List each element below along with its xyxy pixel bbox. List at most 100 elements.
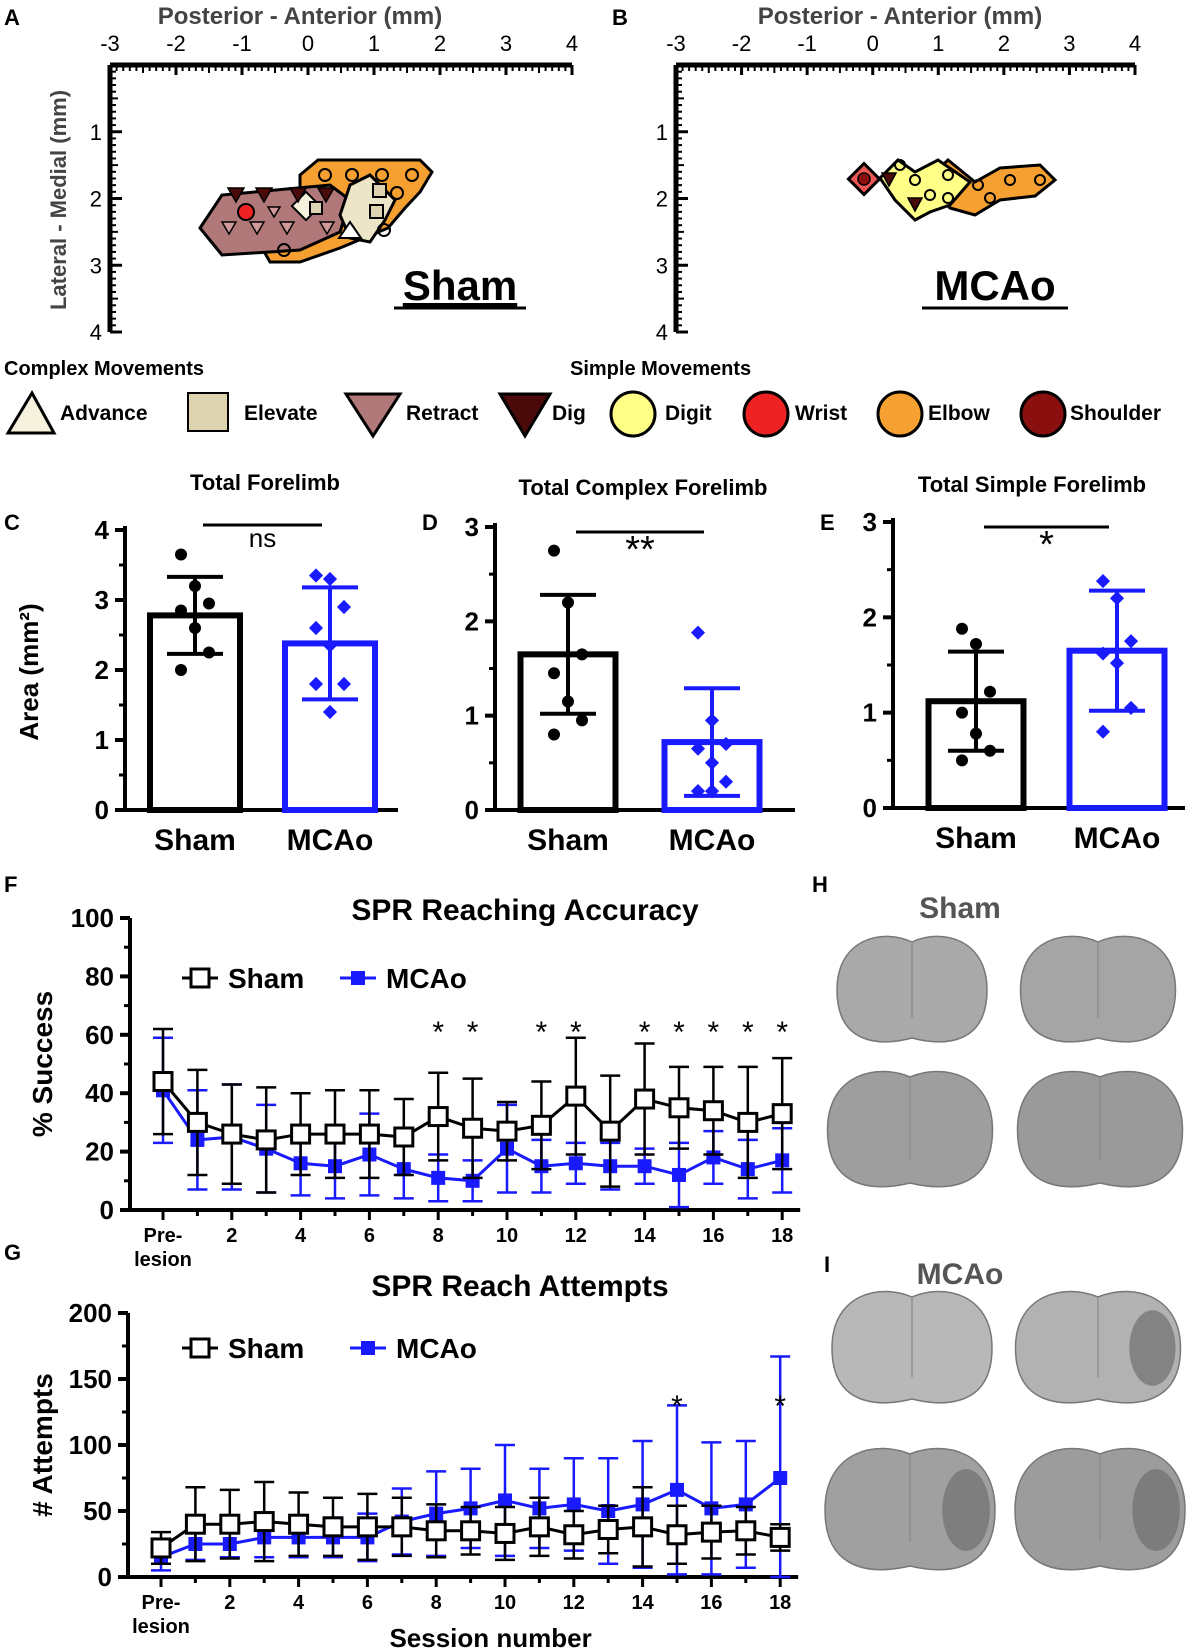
map-y-tick-label: 3	[90, 253, 102, 278]
digit-site	[924, 189, 936, 201]
significance-star: *	[671, 1390, 683, 1423]
map-y-tick-label: 3	[656, 253, 668, 278]
line-chart-xlabel: Session number	[389, 1623, 591, 1649]
legend-digit: Digit	[665, 402, 712, 425]
elbow-site	[318, 168, 332, 182]
point-sham	[255, 1129, 277, 1151]
legend-marker-sham	[189, 967, 211, 989]
significance-star: *	[536, 1016, 548, 1049]
elevate-site	[309, 201, 323, 215]
map-y-tick-label: 2	[656, 187, 668, 212]
bar-point-mcao	[1095, 574, 1111, 589]
line-x-tick-label: 8	[433, 1225, 444, 1247]
bar-point-sham	[175, 604, 187, 617]
significance-star: *	[742, 1016, 754, 1049]
map-x-tick-label: 1	[932, 31, 944, 56]
bar-y-tick-label: 2	[465, 606, 479, 636]
legend-advance: Advance	[60, 402, 148, 425]
map-x-tick-label: 3	[1063, 31, 1075, 56]
point-sham	[462, 1117, 484, 1139]
map-a-group-label: Sham	[403, 262, 517, 309]
panel-letter-g: G	[4, 1240, 21, 1265]
bar-point-sham	[175, 548, 187, 561]
map-a-xlabel: Posterior - Anterior (mm)	[158, 3, 442, 30]
line-y-tick-label: 80	[85, 961, 114, 991]
bar-point-mcao	[336, 599, 352, 615]
line-x-tick-label: 16	[700, 1592, 722, 1614]
legend-marker-mcao	[351, 971, 365, 985]
point-sham	[288, 1513, 310, 1535]
map-x-tick-label: 2	[998, 31, 1010, 56]
legend-elbow: Elbow	[928, 402, 990, 425]
brain-mcao-label: MCAo	[917, 1258, 1004, 1291]
bar-y-tick-label: 0	[465, 795, 479, 825]
map-x-tick-label: -1	[232, 31, 252, 56]
bar-y-tick-label: 1	[95, 725, 109, 755]
bar-chart-title: Total Forelimb	[190, 470, 340, 495]
point-sham	[391, 1516, 413, 1538]
point-sham	[393, 1126, 415, 1148]
retract-site	[248, 221, 266, 236]
point-mcao	[637, 1159, 652, 1174]
bar-y-tick-label: 4	[95, 515, 110, 545]
bar-y-tick-label: 0	[95, 795, 109, 825]
point-mcao	[431, 1170, 446, 1185]
line-x-tick-label: 18	[771, 1225, 793, 1247]
bar-category-label: Sham	[527, 824, 609, 857]
bar-point-mcao	[704, 784, 720, 799]
line-y-tick-label: 100	[71, 903, 114, 933]
point-sham	[184, 1513, 206, 1535]
wrist-icon	[742, 390, 790, 438]
significance-star: *	[467, 1016, 479, 1049]
map-b-group-label: MCAo	[934, 262, 1055, 309]
significance-star: *	[708, 1016, 720, 1049]
map-b-sites	[846, 158, 1058, 222]
bar-chart-title: Total Complex Forelimb	[519, 475, 768, 500]
line-x-tick-label: 14	[633, 1225, 656, 1247]
digit-site	[942, 192, 954, 204]
map-y-tick-label: 2	[90, 187, 102, 212]
elbow-site	[345, 168, 359, 182]
dig-icon	[497, 392, 553, 439]
point-mcao	[672, 1167, 686, 1182]
map-x-tick-label: 3	[500, 31, 512, 56]
retract-icon	[343, 392, 403, 439]
point-sham	[528, 1516, 550, 1538]
point-sham	[219, 1513, 241, 1535]
elbow-icon	[876, 390, 924, 438]
panel-letter-i: I	[824, 1252, 830, 1277]
wrist-site	[237, 203, 255, 221]
bar-point-sham	[576, 648, 588, 661]
point-mcao	[566, 1497, 581, 1512]
map-x-tick-label: 2	[434, 31, 446, 56]
brain-sections: Sham MCAo	[824, 892, 1186, 1571]
bar-point-mcao	[308, 568, 324, 583]
bar-y-tick-label: 0	[863, 793, 877, 823]
significance-star: *	[639, 1016, 651, 1049]
map-x-tick-label: 4	[1129, 31, 1141, 56]
point-sham	[737, 1111, 759, 1133]
digit-site	[909, 174, 921, 186]
bar-point-sham	[562, 596, 574, 609]
elbow-site	[390, 186, 404, 200]
line-chart-reaching-accuracy: SPR Reaching Accuracy % Success 0 20 40 60 80 1…	[27, 894, 801, 1271]
map-a-ylabel: Lateral - Medial (mm)	[46, 90, 71, 310]
line-x-tick-label: 6	[364, 1225, 375, 1247]
bar-point-sham	[956, 706, 968, 719]
point-sham	[150, 1537, 172, 1559]
map-y-tick-label: 4	[656, 320, 668, 345]
map-x-tick-label: 0	[867, 31, 879, 56]
line-chart-title: SPR Reaching Accuracy	[351, 894, 699, 927]
line-y-tick-label: 20	[85, 1137, 114, 1167]
panel-letter-e: E	[820, 510, 835, 535]
map-y-tick-label: 4	[90, 320, 102, 345]
point-mcao	[670, 1482, 684, 1497]
movement-legend: Complex Movements Simple Movements Advan…	[4, 358, 1161, 439]
advance-site	[337, 220, 363, 239]
dig-site	[226, 187, 246, 204]
bar-point-sham	[203, 597, 215, 610]
legend-elevate: Elevate	[244, 402, 318, 425]
elbow-site	[972, 179, 984, 191]
point-sham	[530, 1114, 552, 1136]
